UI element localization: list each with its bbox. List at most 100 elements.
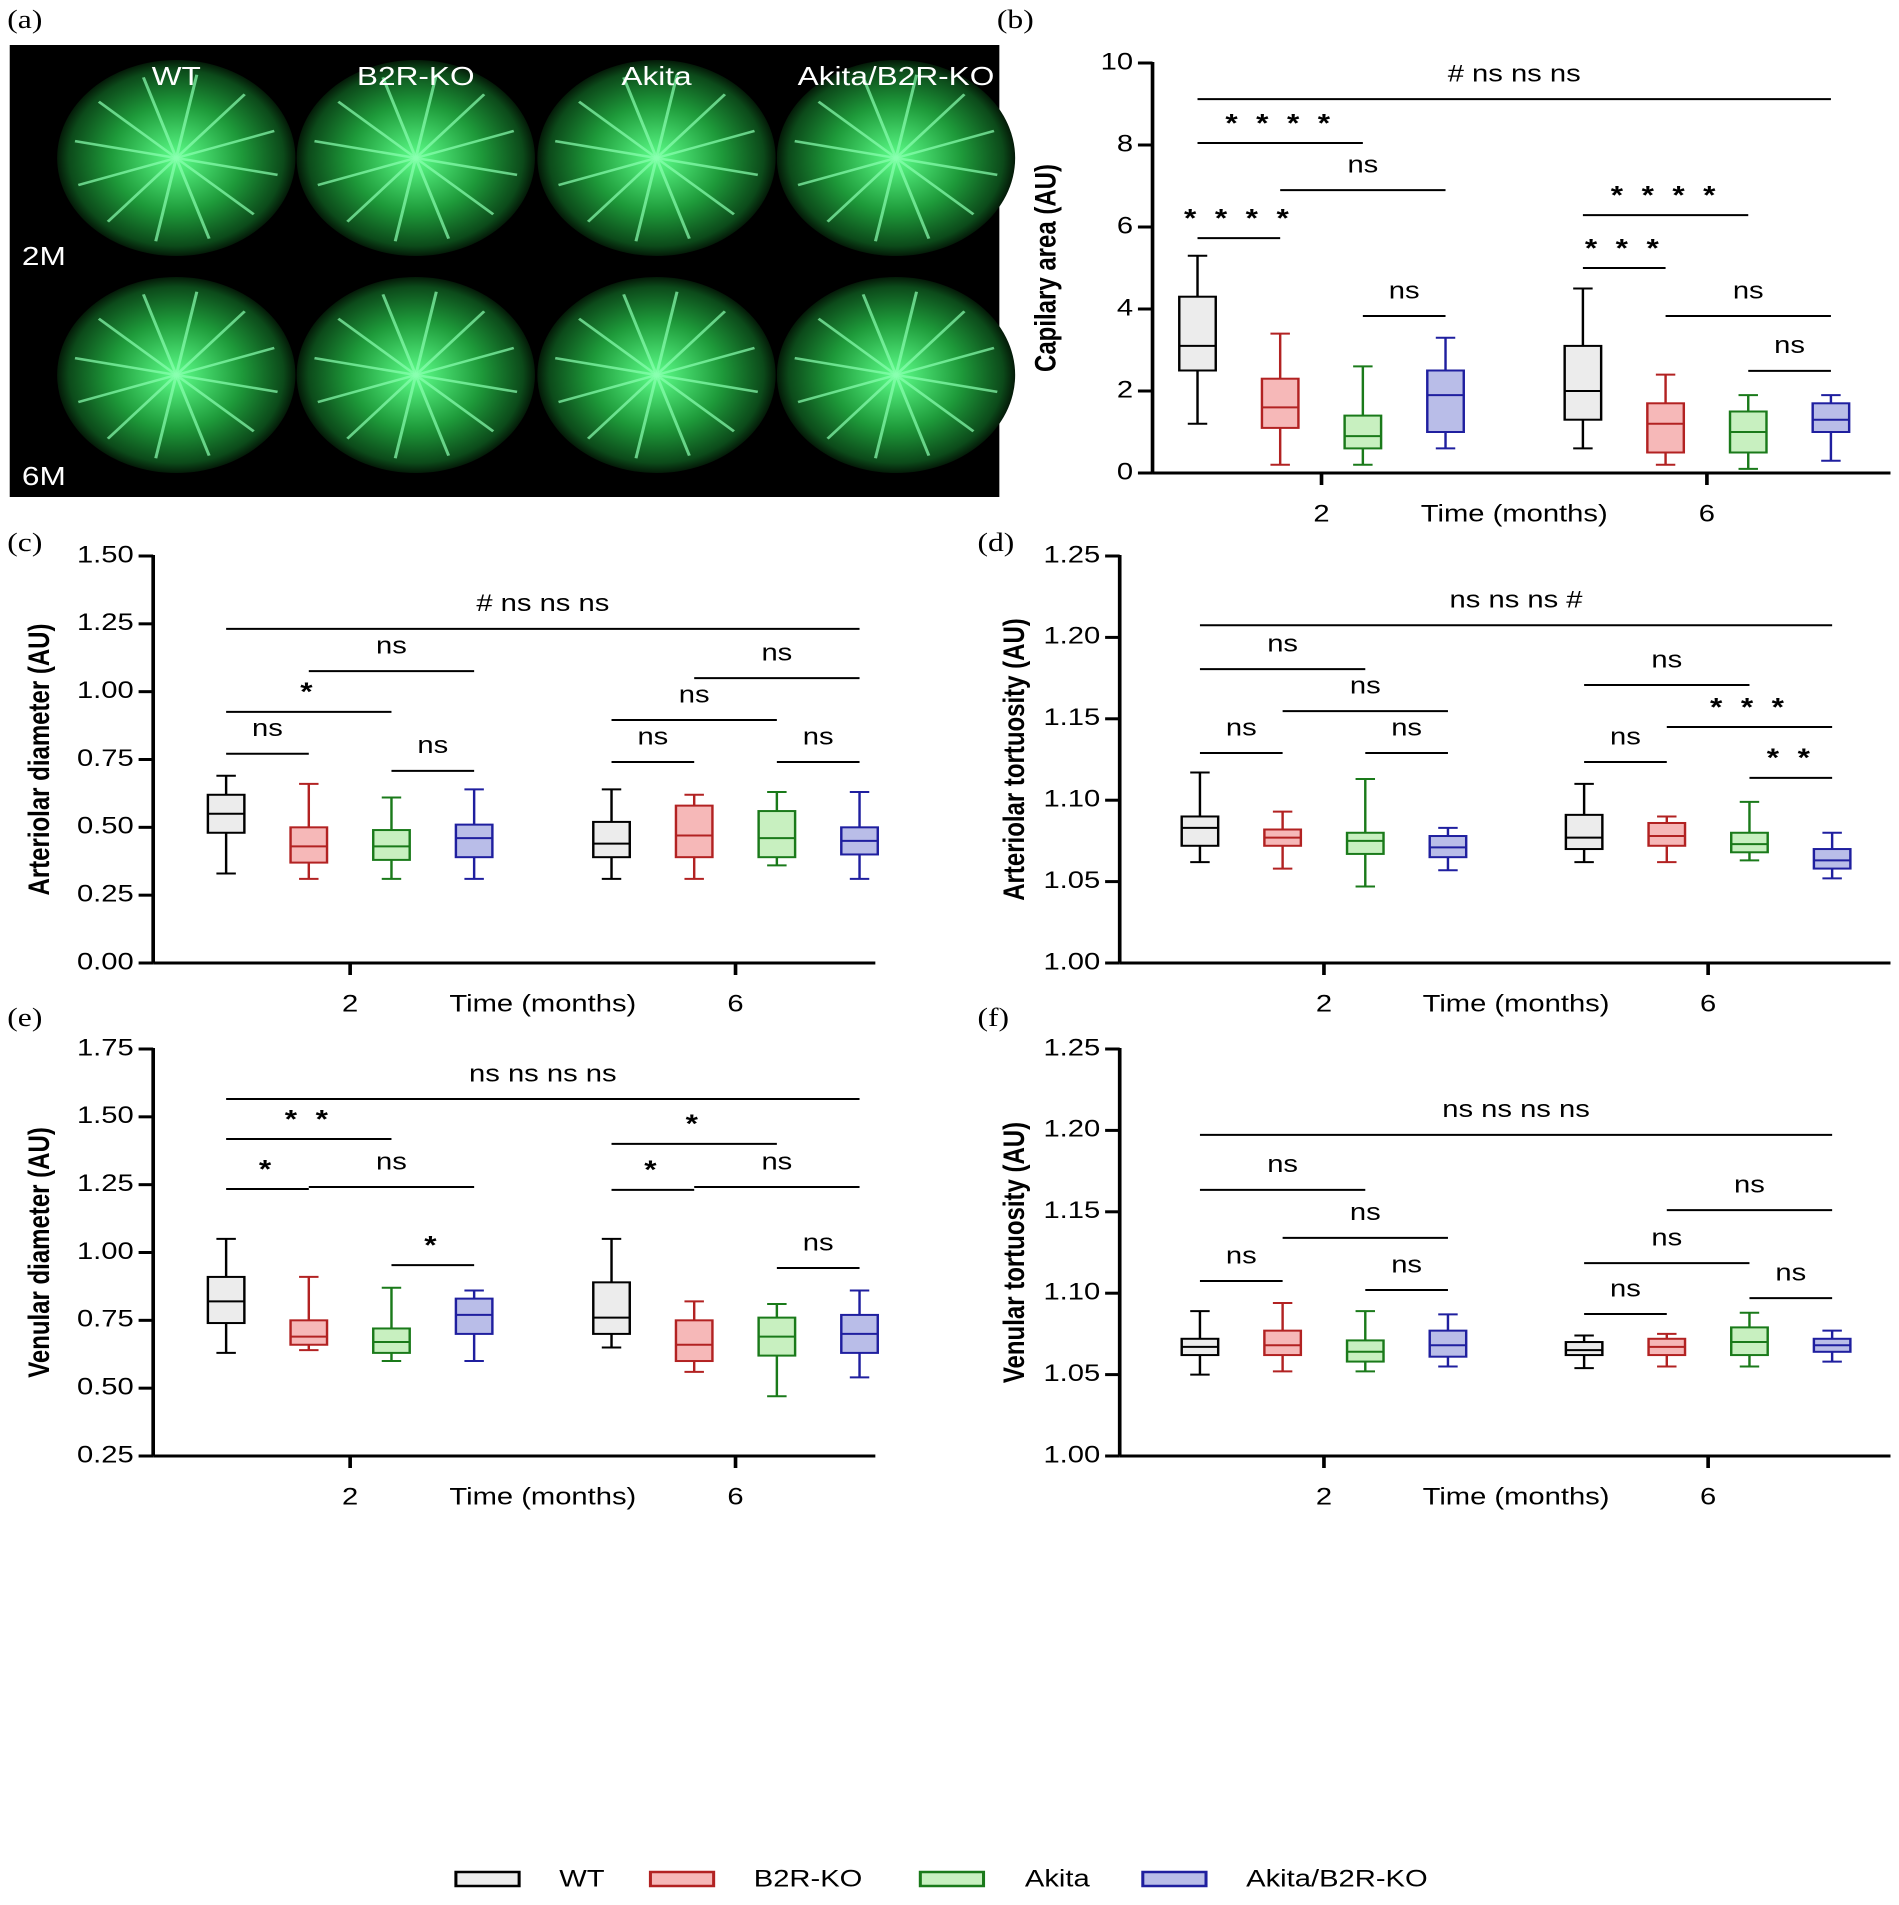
- vessel: [175, 310, 246, 376]
- vessel: [393, 374, 418, 459]
- vessel: [175, 346, 275, 377]
- significance: ns: [761, 639, 792, 666]
- y-tick-label: 0.25: [77, 880, 134, 907]
- y-tick-label: 10: [1101, 48, 1133, 75]
- x-tick-label: 2: [1313, 500, 1329, 527]
- panel-label: (c): [7, 529, 42, 558]
- box: [1564, 813, 1604, 851]
- panel-label: (a): [7, 6, 42, 35]
- significance: *: [644, 1156, 661, 1185]
- significance: ns: [1350, 1199, 1381, 1226]
- box: [592, 820, 631, 859]
- significance: * * *: [1585, 234, 1664, 263]
- vessel: [106, 157, 178, 223]
- y-tick-label: 1.50: [77, 541, 134, 568]
- significance: ns: [1610, 723, 1641, 750]
- vessel: [797, 156, 897, 187]
- vessel: [655, 310, 727, 376]
- significance: ns: [1226, 714, 1257, 741]
- vessel: [656, 156, 759, 177]
- vessel: [655, 157, 691, 239]
- vessel: [77, 373, 177, 404]
- significance: *: [300, 678, 317, 707]
- box: [674, 804, 714, 859]
- y-tick-label: 8: [1117, 130, 1133, 157]
- box: [1730, 831, 1769, 854]
- box: [1180, 815, 1220, 847]
- legend-label: Akita: [1025, 1865, 1090, 1892]
- vessel: [894, 157, 931, 239]
- box: [1343, 414, 1383, 450]
- significance: ns: [1651, 646, 1682, 673]
- column-label: B2R-KO: [357, 62, 475, 91]
- vessel: [554, 356, 657, 377]
- box: [206, 1275, 246, 1325]
- panel-label: (e): [7, 1004, 42, 1033]
- y-tick-label: 0.00: [77, 948, 134, 975]
- vessel: [317, 373, 417, 404]
- x-tick-label: 2: [342, 990, 358, 1017]
- vessel: [74, 139, 177, 160]
- box: [372, 1327, 411, 1354]
- legend-swatch: [454, 1870, 521, 1888]
- vessel: [634, 374, 658, 459]
- box: [674, 1319, 714, 1363]
- vessel: [895, 156, 998, 177]
- vessel: [174, 157, 211, 239]
- vessel: [895, 374, 975, 433]
- column-label: WT: [152, 62, 201, 91]
- vessel: [655, 157, 735, 216]
- significance: *: [424, 1232, 441, 1261]
- x-axis-label: Time (months): [1423, 990, 1610, 1017]
- vessel: [317, 156, 417, 187]
- significance: ns: [376, 1148, 407, 1175]
- vessel: [655, 74, 679, 159]
- vessel: [337, 317, 417, 376]
- vessel: [656, 373, 759, 394]
- box: [1646, 402, 1686, 454]
- vessel: [174, 374, 211, 456]
- x-axis-label: Time (months): [1423, 1483, 1610, 1510]
- significance: ns ns ns #: [1450, 586, 1583, 613]
- y-tick-label: 1.75: [77, 1034, 134, 1061]
- vessel: [414, 157, 451, 239]
- vessel: [655, 374, 735, 433]
- vessel: [381, 77, 418, 159]
- y-tick-label: 2: [1117, 376, 1133, 403]
- vessel: [895, 373, 998, 394]
- vessel: [381, 294, 418, 376]
- y-tick-label: 6: [1117, 212, 1133, 239]
- panel-label: (d): [977, 529, 1014, 558]
- vessel: [175, 373, 278, 394]
- vessel: [141, 294, 178, 376]
- box: [454, 1297, 494, 1335]
- y-axis-label: Capilary area (AU): [1029, 164, 1062, 372]
- vessel: [861, 294, 898, 376]
- vessel: [817, 100, 898, 159]
- significance: * *: [1767, 744, 1815, 773]
- y-tick-label: 0.75: [77, 1305, 134, 1332]
- box: [592, 1281, 631, 1335]
- vessel: [797, 373, 897, 404]
- vessel: [141, 77, 178, 159]
- y-tick-label: 1.00: [1043, 948, 1100, 975]
- y-tick-label: 1.10: [1043, 1278, 1100, 1305]
- vessel: [175, 157, 255, 216]
- vessel: [346, 157, 417, 223]
- significance: ns ns ns ns: [1442, 1096, 1590, 1123]
- significance: ns: [1733, 277, 1764, 304]
- vessel: [794, 356, 897, 377]
- significance: ns: [1391, 714, 1422, 741]
- vessel: [154, 374, 178, 459]
- box: [1564, 1341, 1604, 1357]
- x-axis-label: Time (months): [449, 1483, 636, 1510]
- box: [1647, 821, 1687, 847]
- vessel: [414, 74, 438, 159]
- y-tick-label: 0: [1117, 458, 1133, 485]
- y-tick-label: 0.25: [77, 1441, 134, 1468]
- y-tick-label: 0.50: [77, 1373, 134, 1400]
- x-tick-label: 6: [1699, 500, 1715, 527]
- significance: ns: [252, 715, 283, 742]
- vessel: [154, 157, 178, 242]
- y-tick-label: 1.00: [77, 676, 134, 703]
